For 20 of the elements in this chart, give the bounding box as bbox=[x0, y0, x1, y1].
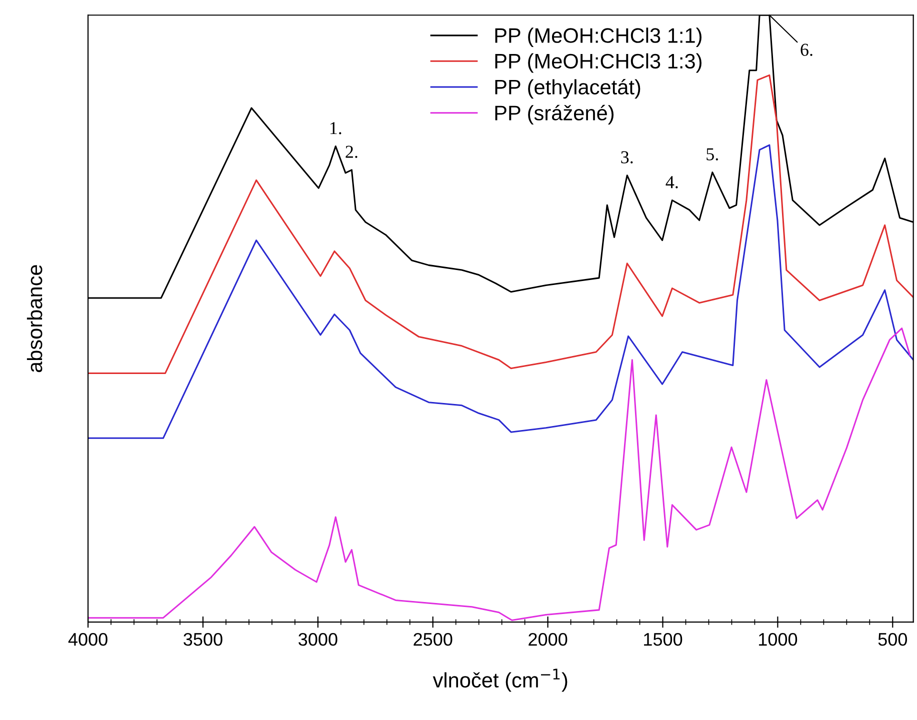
annotation: 5. bbox=[706, 148, 718, 160]
annotation: 3. bbox=[621, 151, 633, 164]
x-tick-label: 2500 bbox=[414, 632, 452, 646]
legend-label: PP (MeOH:CHCl3 1:3) bbox=[495, 53, 702, 73]
x-axis-title: vlnočet (cm$^{−1}$) bbox=[432, 668, 568, 692]
x-tick-label: 1500 bbox=[644, 632, 682, 646]
x-tick-label: 500 bbox=[878, 632, 907, 646]
y-axis-title: absorbance bbox=[26, 265, 42, 372]
x-tick-label: 2000 bbox=[528, 632, 568, 646]
legend-label: PP (MeOH:CHCl3 1:1) bbox=[495, 28, 702, 48]
legend-label: PP (srážené) bbox=[495, 104, 614, 125]
x-tick-label: 3000 bbox=[298, 632, 338, 646]
x-tick-label: 3500 bbox=[184, 632, 222, 646]
x-tick-label: 1000 bbox=[758, 632, 798, 646]
annotation: 1. bbox=[330, 122, 342, 134]
x-tick-label: 4000 bbox=[68, 632, 108, 646]
annotation: 2. bbox=[346, 146, 358, 158]
legend-label: PP (ethylacetát) bbox=[495, 78, 640, 99]
annotation: 4. bbox=[666, 176, 678, 188]
annotation: 6. bbox=[800, 44, 812, 56]
